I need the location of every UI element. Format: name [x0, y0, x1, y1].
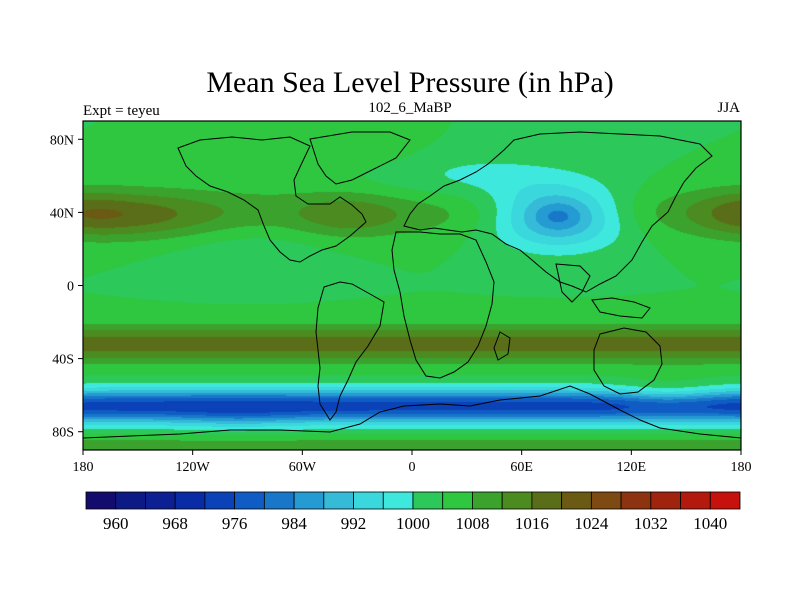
- x-tick-label: 180: [731, 460, 752, 475]
- coast-greenland: [309, 131, 411, 185]
- colorbar-tick-label: 1000: [396, 514, 430, 533]
- coast-madagascar: [493, 331, 511, 361]
- coast-india: [555, 263, 591, 303]
- y-tick-label: 80N: [50, 133, 74, 148]
- colorbar-tick-label: 1040: [693, 514, 727, 533]
- y-tick-label: 40N: [50, 206, 74, 221]
- colorbar-swatch: [472, 491, 503, 510]
- colorbar-labels: 960 968 976 984 992 1000 1008 1016 1024 1032 1040: [103, 514, 727, 533]
- colorbar-swatch: [234, 491, 265, 510]
- colorbar-tick-label: 992: [341, 514, 367, 533]
- x-tick-label: 180: [73, 460, 94, 475]
- colorbar-swatch: [501, 491, 533, 510]
- x-tick-label: 120W: [176, 460, 211, 475]
- x-tick-label: 0: [409, 460, 416, 475]
- pressure-field-raster: [83, 121, 741, 450]
- colorbar-swatch: [353, 491, 384, 510]
- colorbar-swatch: [263, 491, 295, 510]
- colorbar-swatch: [293, 491, 325, 510]
- coast-north-america: [177, 136, 367, 263]
- colorbar-swatch: [174, 491, 206, 510]
- coast-maritime-asia: [591, 297, 651, 319]
- colorbar-tick-label: 984: [281, 514, 307, 533]
- colorbar-swatch: [323, 491, 354, 510]
- colorbar-swatch: [680, 491, 711, 510]
- pressure-map: [82, 120, 742, 451]
- colorbar-swatch: [85, 491, 117, 510]
- colorbar-swatch: [650, 491, 681, 510]
- colorbar-swatch: [115, 491, 146, 510]
- coast-eurasia: [403, 131, 713, 293]
- colorbar-swatch: [382, 491, 414, 510]
- season-label: JJA: [717, 100, 740, 116]
- colorbar-tick-label: 968: [162, 514, 188, 533]
- colorbar: [85, 491, 741, 510]
- colorbar-swatch: [145, 491, 176, 510]
- run-label: 102_6_MaBP: [368, 100, 451, 116]
- colorbar-tick-label: 1016: [515, 514, 549, 533]
- x-tick-label: 60W: [289, 460, 317, 475]
- colorbar-tick-label: 1008: [455, 514, 489, 533]
- colorbar-swatch: [590, 491, 622, 510]
- coast-antarctica: [82, 385, 742, 439]
- colorbar-swatch: [561, 491, 592, 510]
- y-tick-label: 40S: [52, 353, 74, 368]
- y-axis: 80N 40N 0 40S 80S: [50, 133, 83, 441]
- colorbar-tick-label: 976: [222, 514, 248, 533]
- y-tick-label: 0: [67, 280, 74, 295]
- colorbar-swatch: [531, 491, 563, 510]
- coast-australia: [593, 327, 663, 395]
- coast-south-america: [315, 281, 385, 421]
- coastlines: [82, 131, 742, 439]
- colorbar-tick-label: 960: [103, 514, 129, 533]
- colorbar-tick-label: 1032: [634, 514, 668, 533]
- chart-title: Mean Sea Level Pressure (in hPa): [206, 66, 613, 99]
- y-tick-label: 80S: [52, 426, 74, 441]
- colorbar-tick-label: 1024: [574, 514, 609, 533]
- colorbar-swatch: [204, 491, 236, 510]
- x-tick-label: 60E: [510, 460, 533, 475]
- colorbar-swatch: [620, 491, 652, 510]
- x-axis: 180 120W 60W 0 60E 120E 180: [73, 450, 752, 475]
- colorbar-swatch: [442, 491, 473, 510]
- coast-africa: [391, 231, 495, 379]
- colorbar-swatch: [412, 491, 444, 510]
- colorbar-swatch: [709, 491, 741, 510]
- experiment-label: Expt = teyeu: [83, 103, 160, 119]
- x-tick-label: 120E: [617, 460, 647, 475]
